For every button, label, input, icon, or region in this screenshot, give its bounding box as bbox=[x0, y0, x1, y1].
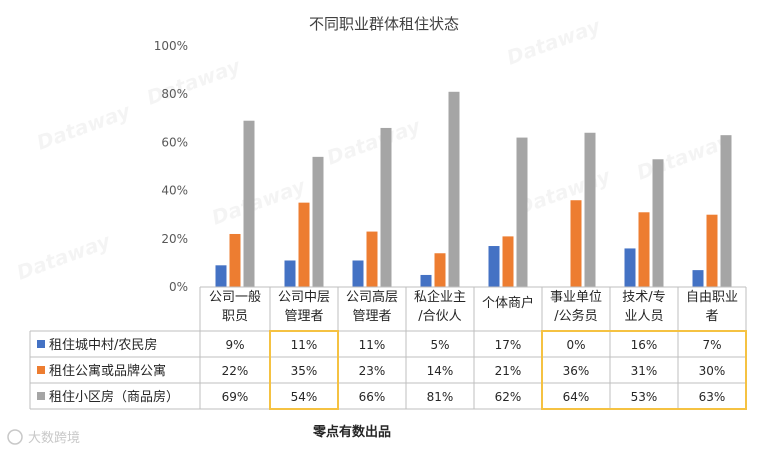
watermark-3: Dataway bbox=[324, 113, 425, 169]
bar-1-4 bbox=[420, 274, 432, 287]
data-label-2-1: 22% bbox=[222, 364, 249, 378]
data-label-3-1: 69% bbox=[222, 390, 249, 404]
bar-3-6 bbox=[584, 132, 596, 287]
category-label-3: 管理者 bbox=[352, 309, 391, 324]
y-tick-label: 20% bbox=[161, 232, 188, 246]
data-label-2-2: 35% bbox=[291, 364, 318, 378]
corner-logo-icon bbox=[7, 429, 23, 445]
data-label-3-2: 54% bbox=[291, 390, 318, 404]
data-label-2-7: 31% bbox=[631, 364, 658, 378]
bar-2-3 bbox=[366, 231, 378, 287]
bar-1-5 bbox=[488, 246, 500, 287]
watermark-5: Dataway bbox=[514, 163, 615, 219]
bar-2-1 bbox=[229, 233, 241, 287]
bar-2-2 bbox=[298, 202, 310, 287]
bar-3-5 bbox=[516, 137, 528, 287]
legend-label-1: 租住城中村/农民房 bbox=[49, 337, 157, 353]
category-label-5: 个体商户 bbox=[482, 295, 534, 311]
highlight-box-mid-managers bbox=[269, 330, 339, 410]
data-label-3-7: 53% bbox=[631, 390, 658, 404]
bar-1-8 bbox=[692, 270, 704, 287]
legend-swatch-1 bbox=[37, 340, 45, 348]
chart-title: 不同职业群体租住状态 bbox=[309, 15, 459, 33]
y-tick-label: 100% bbox=[154, 39, 188, 53]
category-label-6: /公务员 bbox=[554, 308, 597, 324]
category-label-4: 私企业主 bbox=[414, 289, 466, 305]
bar-3-8 bbox=[720, 135, 732, 287]
legend-label-2: 租住公寓或品牌公寓 bbox=[49, 363, 166, 379]
data-label-3-3: 66% bbox=[359, 390, 386, 404]
category-label-2: 公司中层 bbox=[278, 290, 330, 305]
category-label-8: 者 bbox=[705, 309, 718, 324]
data-label-1-8: 7% bbox=[702, 338, 721, 352]
corner-logo-text: 大数跨境 bbox=[28, 431, 80, 446]
highlight-box-right-group bbox=[541, 330, 747, 410]
bar-1-3 bbox=[352, 260, 364, 287]
data-label-1-5: 17% bbox=[495, 338, 522, 352]
watermark-6: Dataway bbox=[634, 128, 735, 184]
watermark-2: Dataway bbox=[209, 173, 310, 229]
bar-3-3 bbox=[380, 127, 392, 287]
category-label-6: 事业单位 bbox=[550, 290, 602, 305]
category-label-1: 职员 bbox=[222, 309, 248, 324]
watermark-1: Dataway bbox=[144, 53, 245, 109]
category-label-7: 业人员 bbox=[624, 309, 663, 324]
bar-2-6 bbox=[570, 200, 582, 287]
data-label-1-7: 16% bbox=[631, 338, 658, 352]
category-label-3: 公司高层 bbox=[346, 289, 398, 305]
data-label-1-4: 5% bbox=[430, 338, 449, 352]
data-label-2-8: 30% bbox=[699, 364, 726, 378]
watermark-4: Dataway bbox=[504, 13, 605, 69]
data-label-2-3: 23% bbox=[359, 364, 386, 378]
y-tick-label: 0% bbox=[169, 280, 188, 294]
y-tick-label: 60% bbox=[161, 135, 188, 149]
data-label-2-6: 36% bbox=[563, 364, 590, 378]
data-label-1-3: 11% bbox=[359, 338, 386, 352]
data-label-2-4: 14% bbox=[427, 364, 454, 378]
category-label-8: 自由职业 bbox=[686, 290, 738, 305]
data-label-3-8: 63% bbox=[699, 390, 726, 404]
bar-2-4 bbox=[434, 253, 446, 287]
bar-2-5 bbox=[502, 236, 514, 287]
data-label-1-6: 0% bbox=[566, 338, 585, 352]
bar-3-1 bbox=[243, 120, 255, 288]
bar-3-4 bbox=[448, 91, 460, 287]
y-tick-label: 40% bbox=[161, 184, 188, 198]
data-label-1-2: 11% bbox=[291, 338, 318, 352]
y-tick-label: 80% bbox=[161, 87, 188, 101]
bar-1-2 bbox=[284, 260, 296, 287]
category-label-7: 技术/专 bbox=[622, 290, 665, 305]
bar-3-7 bbox=[652, 159, 664, 287]
source-label: 零点有数出品 bbox=[312, 424, 391, 440]
data-label-3-6: 64% bbox=[563, 390, 590, 404]
data-label-3-4: 81% bbox=[427, 390, 454, 404]
data-label-3-5: 62% bbox=[495, 390, 522, 404]
watermark-7: Dataway bbox=[14, 228, 115, 284]
legend-swatch-2 bbox=[37, 366, 45, 374]
data-label-2-5: 21% bbox=[495, 364, 522, 378]
bar-1-7 bbox=[624, 248, 636, 287]
bar-2-8 bbox=[706, 214, 718, 287]
watermark-0: Dataway bbox=[34, 98, 135, 154]
category-label-2: 管理者 bbox=[284, 309, 323, 324]
bar-2-7 bbox=[638, 212, 650, 287]
bar-1-1 bbox=[215, 265, 227, 287]
category-label-1: 公司一般 bbox=[209, 289, 261, 305]
category-label-4: /合伙人 bbox=[418, 309, 461, 324]
bar-3-2 bbox=[312, 156, 324, 287]
legend-swatch-3 bbox=[37, 392, 45, 400]
legend-label-3: 租住小区房（商品房） bbox=[49, 389, 179, 405]
data-label-1-1: 9% bbox=[225, 338, 244, 352]
